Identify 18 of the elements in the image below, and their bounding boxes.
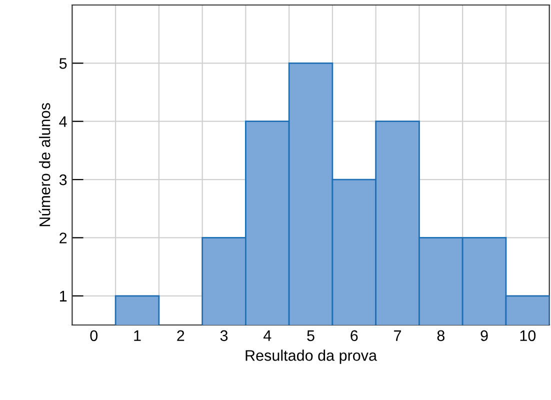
- x-tick-label: 8: [437, 330, 444, 342]
- y-tick-label: 4: [59, 116, 67, 127]
- y-tick-label: 3: [59, 174, 67, 186]
- y-tick-label: 2: [60, 232, 67, 244]
- x-tick-label: 2: [177, 330, 184, 341]
- x-tick-label: 10: [520, 330, 536, 342]
- y-tick-label: 5: [59, 58, 67, 69]
- x-tick-label: 0: [90, 330, 98, 342]
- x-tick-label: 6: [350, 330, 358, 342]
- x-tick-label: 5: [307, 330, 314, 342]
- x-tick-label: 7: [394, 330, 402, 341]
- x-tick-label: 9: [480, 330, 488, 342]
- y-tick-label: 1: [60, 290, 67, 302]
- x-tick-label: 4: [263, 330, 272, 341]
- x-tick-label: 3: [220, 330, 228, 342]
- x-tick-label: 1: [134, 330, 141, 341]
- x-axis-title: Resultado da prova: [246, 350, 378, 364]
- y-axis-title: Número de alunos: [38, 103, 50, 226]
